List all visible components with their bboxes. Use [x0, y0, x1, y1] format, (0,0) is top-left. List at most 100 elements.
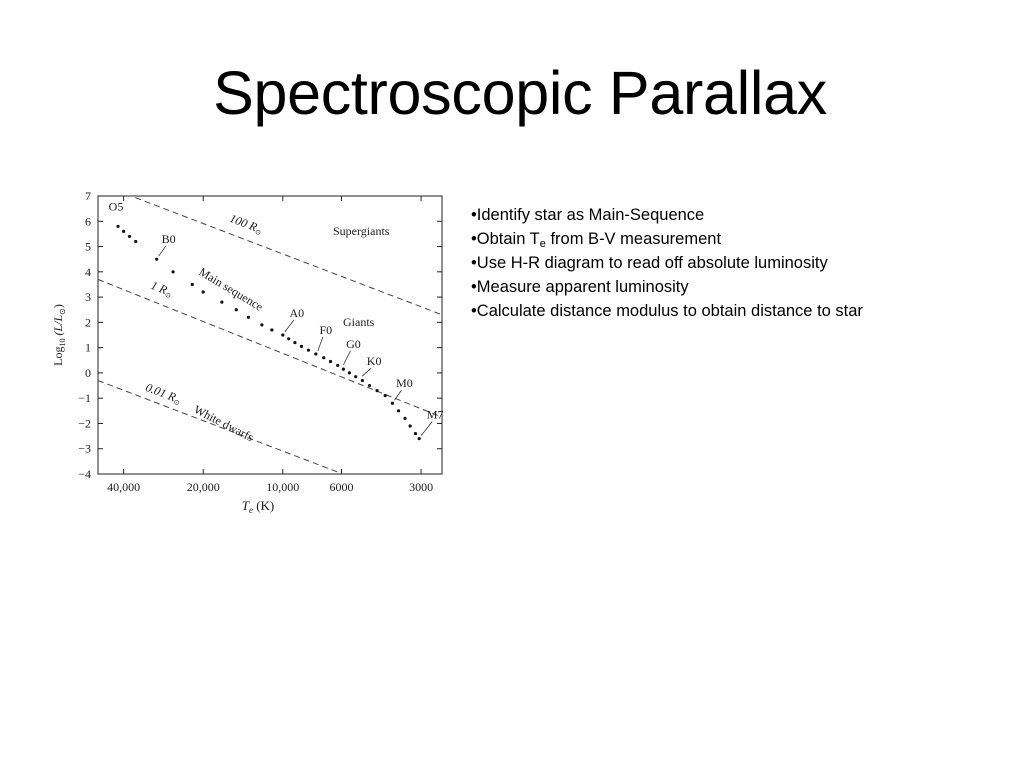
bullet-text-suffix: from B-V measurement — [545, 230, 722, 248]
bullet-identify-main-sequence: •Identify star as Main-Sequence — [471, 203, 1011, 227]
y-axis-label: Log10 (L/L⊙) — [51, 304, 67, 366]
main-sequence-point — [336, 363, 340, 367]
y-tick-label: 1 — [85, 341, 91, 355]
main-sequence-point — [234, 308, 238, 312]
y-tick-label: 7 — [85, 189, 91, 203]
bullet-subscript: e — [539, 238, 546, 250]
main-sequence-point — [347, 371, 351, 375]
x-axis-label: Te (K) — [242, 498, 275, 515]
bullet-list: •Identify star as Main-Sequence •Obtain … — [471, 203, 1011, 323]
main-sequence-point — [390, 401, 395, 405]
y-tick-label: −2 — [78, 416, 91, 430]
y-tick-label: −4 — [78, 467, 91, 481]
main-sequence-point — [190, 282, 194, 287]
y-tick-label: 4 — [85, 265, 91, 279]
bullet-text: •Use H-R diagram to read off absolute lu… — [471, 254, 828, 272]
main-sequence-point — [287, 337, 291, 341]
bullet-text: •Measure apparent luminosity — [471, 278, 689, 296]
main-sequence-point — [122, 229, 126, 233]
region-label-main-sequence: Main sequence — [196, 265, 265, 314]
main-sequence-point — [134, 239, 138, 244]
main-sequence-point — [314, 352, 318, 356]
main-sequence-point — [171, 270, 175, 274]
x-axis-label-sub: e — [249, 505, 253, 515]
main-sequence-point — [116, 224, 120, 228]
main-sequence-point — [403, 416, 407, 420]
x-tick-label: 6000 — [329, 480, 353, 494]
x-tick-label: 10,000 — [266, 480, 299, 494]
spectral-label-o5: O5 — [109, 199, 124, 213]
main-sequence-point — [328, 359, 333, 364]
x-tick-label: 40,000 — [107, 480, 140, 494]
y-axis-label-post: ) — [51, 304, 65, 308]
radius-label-1: 1 R⊙ — [149, 278, 175, 300]
radius-label-0: 100 R⊙ — [227, 211, 264, 237]
main-sequence-point — [281, 333, 285, 337]
radius-line-0 — [129, 196, 442, 316]
main-sequence-point — [246, 315, 250, 319]
main-sequence-point — [375, 389, 379, 393]
main-sequence-point — [360, 378, 365, 383]
region-label-white-dwarfs: White dwarfs — [192, 402, 257, 444]
spectral-leader — [394, 390, 402, 401]
hr-diagram: 7 6 5 4 3 2 1 0 −1 −2 −3 −4 40,000 20,000 10,000 6000 30… — [50, 184, 450, 520]
y-axis-label-mid: (L/L — [51, 315, 65, 339]
y-tick-label: 0 — [85, 366, 91, 380]
main-sequence-point — [322, 356, 326, 360]
radius-label-text: 1 R — [149, 278, 170, 297]
main-sequence-point — [413, 431, 418, 436]
main-sequence-point — [367, 383, 372, 388]
y-axis-label-base: 10 — [58, 339, 67, 347]
spectral-label-a0: A0 — [289, 306, 304, 320]
main-sequence-point — [417, 437, 421, 441]
radius-label-2: 0.01 R⊙ — [143, 380, 183, 407]
spectral-label-k0: K0 — [367, 354, 382, 368]
bullet-text: •Identify star as Main-Sequence — [471, 206, 705, 224]
radius-label-sun: ⊙ — [173, 398, 181, 408]
spectral-leader — [284, 319, 295, 333]
main-sequence-point — [201, 290, 205, 294]
spectral-label-m0: M0 — [396, 376, 413, 390]
main-sequence-point — [127, 234, 132, 239]
radius-label-sun: ⊙ — [164, 291, 173, 301]
spectral-label-f0: F0 — [320, 323, 333, 337]
radius-label-sun: ⊙ — [254, 228, 262, 238]
y-tick-label: −3 — [78, 442, 91, 456]
main-sequence-point — [155, 257, 159, 261]
x-tick-label: 3000 — [409, 480, 433, 494]
spectral-label-m7: M7 — [427, 408, 444, 422]
spectral-leader — [361, 367, 372, 377]
plot-frame — [97, 195, 443, 475]
bullet-text: •Obtain T — [471, 230, 540, 248]
main-sequence-point — [299, 344, 304, 348]
y-axis-label-sun: ⊙ — [58, 308, 67, 315]
y-tick-label: 2 — [85, 315, 91, 329]
spectral-leader — [317, 336, 324, 352]
main-sequence-point — [383, 394, 387, 398]
bullet-text: •Calculate distance modulus to obtain di… — [471, 302, 863, 320]
x-tick-label: 20,000 — [187, 480, 220, 494]
x-axis-label-main: T — [242, 498, 250, 513]
spectral-label-g0: G0 — [346, 337, 361, 351]
region-label-giants: Giants — [343, 315, 375, 329]
main-sequence-point — [270, 328, 274, 332]
spectral-leader — [158, 245, 166, 257]
main-sequence-point — [341, 367, 345, 371]
bullet-use-hr-diagram: •Use H-R diagram to read off absolute lu… — [471, 251, 1011, 275]
spectral-leader — [420, 421, 433, 436]
bullet-measure-luminosity: •Measure apparent luminosity — [471, 275, 1011, 299]
main-sequence-point — [220, 300, 224, 304]
main-sequence-point — [306, 348, 311, 352]
spectral-label-b0: B0 — [162, 232, 176, 246]
bullet-obtain-temperature: •Obtain Te from B-V measurement — [471, 227, 1011, 251]
y-tick-label: 3 — [85, 290, 91, 304]
x-axis-label-unit: (K) — [253, 498, 274, 513]
radius-line-1 — [98, 278, 442, 418]
y-tick-label: 5 — [85, 240, 91, 254]
y-axis-label-log: Log — [51, 347, 65, 366]
main-sequence-point — [396, 409, 401, 413]
region-label-supergiants: Supergiants — [333, 224, 390, 238]
main-sequence-point — [260, 323, 264, 327]
radius-line-2 — [98, 380, 345, 474]
